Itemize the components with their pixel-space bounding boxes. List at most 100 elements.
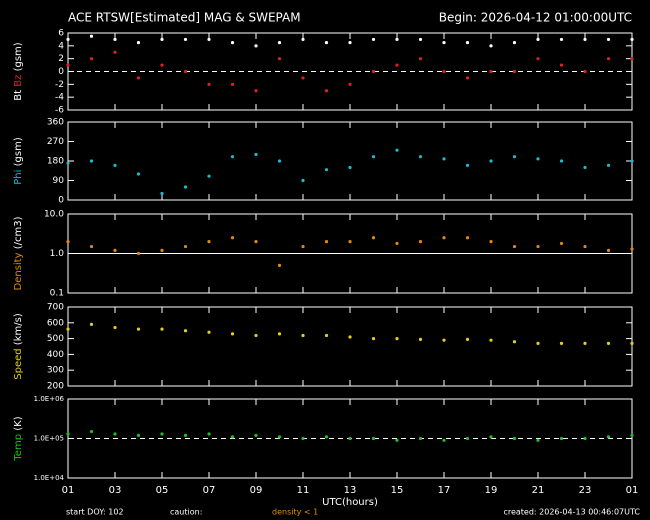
data-point <box>536 341 540 345</box>
y-tick-label: 500 <box>47 334 64 344</box>
x-tick-label: 11 <box>297 485 310 496</box>
data-point <box>583 341 587 345</box>
panel-frame <box>67 306 633 387</box>
data-point <box>630 57 634 61</box>
y-tick-label: 0 <box>58 67 64 77</box>
data-point <box>183 244 188 249</box>
data-point <box>89 322 94 326</box>
data-point <box>512 244 517 249</box>
data-point <box>536 438 540 442</box>
x-tick-label: 03 <box>109 485 122 496</box>
data-point <box>418 337 423 341</box>
data-point <box>395 37 399 42</box>
y-tick-label: 2 <box>58 54 64 64</box>
data-point <box>606 57 611 61</box>
data-point <box>301 76 305 80</box>
data-point <box>606 163 611 167</box>
y-axis-label-part: (K) <box>13 416 24 430</box>
data-point <box>465 436 470 441</box>
data-point <box>371 155 376 159</box>
data-point <box>583 37 587 42</box>
y-tick-label: 700 <box>47 303 64 313</box>
y-tick-label: 4 <box>58 41 64 51</box>
panel-frame <box>67 121 633 201</box>
data-point <box>418 155 423 159</box>
data-point <box>113 432 117 436</box>
data-point <box>418 240 423 244</box>
data-point <box>583 69 587 74</box>
data-point <box>277 332 282 336</box>
data-point <box>183 37 188 42</box>
data-point <box>489 69 493 74</box>
y-tick-label: 200 <box>47 382 64 392</box>
data-point <box>66 63 70 67</box>
data-point <box>66 327 70 331</box>
data-point <box>606 248 611 252</box>
data-point <box>465 41 470 45</box>
data-point <box>442 338 446 342</box>
data-point <box>465 236 470 240</box>
data-point <box>230 435 235 439</box>
y-axis-label-part: Bt <box>13 90 24 101</box>
y-axis-label-part: (/cm3) <box>13 216 24 249</box>
data-point <box>89 57 94 61</box>
data-point <box>277 435 282 439</box>
data-point <box>348 335 352 339</box>
data-point <box>160 63 164 67</box>
x-tick-label: 09 <box>250 485 263 496</box>
y-axis-label-part: Phi <box>13 170 24 185</box>
data-point <box>606 341 611 345</box>
y-tick-label: 300 <box>47 366 64 376</box>
data-point <box>418 37 423 42</box>
data-point <box>183 69 188 74</box>
y-tick-label: -4 <box>55 93 64 103</box>
data-point <box>395 438 399 442</box>
data-point <box>277 159 282 163</box>
y-tick-label: 180 <box>47 157 64 167</box>
data-point <box>395 241 399 246</box>
data-point <box>89 159 94 163</box>
data-point <box>348 82 352 86</box>
y-tick-label: 1.0E+05 <box>34 435 64 443</box>
data-point <box>183 433 188 437</box>
x-tick-label: 15 <box>391 485 404 496</box>
x-tick-label: 01 <box>62 485 75 496</box>
x-tick-label: 01 <box>626 485 639 496</box>
x-tick-label: 17 <box>438 485 451 496</box>
data-point <box>630 433 634 437</box>
data-point <box>465 163 470 167</box>
y-tick-label: 6 <box>58 29 64 39</box>
data-point <box>512 41 517 45</box>
data-point <box>489 435 493 439</box>
data-point <box>512 340 517 344</box>
data-point <box>559 37 564 42</box>
data-point <box>559 159 564 163</box>
start-doy: start DOY: 102 <box>66 508 124 517</box>
data-point <box>559 436 564 441</box>
data-point <box>301 244 305 249</box>
data-point <box>207 330 211 334</box>
data-point <box>230 41 235 45</box>
data-point <box>442 157 446 161</box>
data-point <box>324 333 329 338</box>
data-point <box>207 240 211 244</box>
y-tick-label: 10.0 <box>44 210 64 220</box>
y-axis-label-part: Bz <box>13 75 24 87</box>
data-point <box>324 435 329 439</box>
y-axis-label-part: (gsm) <box>13 137 24 166</box>
data-point <box>489 159 493 163</box>
data-point <box>418 436 423 441</box>
data-point <box>606 435 611 439</box>
data-point <box>630 159 634 163</box>
x-tick-label: 19 <box>485 485 498 496</box>
data-point <box>89 34 94 38</box>
x-tick-label: 05 <box>156 485 169 496</box>
data-point <box>66 161 70 165</box>
data-point <box>230 82 235 86</box>
y-tick-label: 1.0E+04 <box>34 474 65 482</box>
data-point <box>89 429 94 434</box>
data-point <box>254 44 258 48</box>
data-point <box>66 240 70 244</box>
data-point <box>348 41 352 45</box>
data-point <box>395 63 399 67</box>
